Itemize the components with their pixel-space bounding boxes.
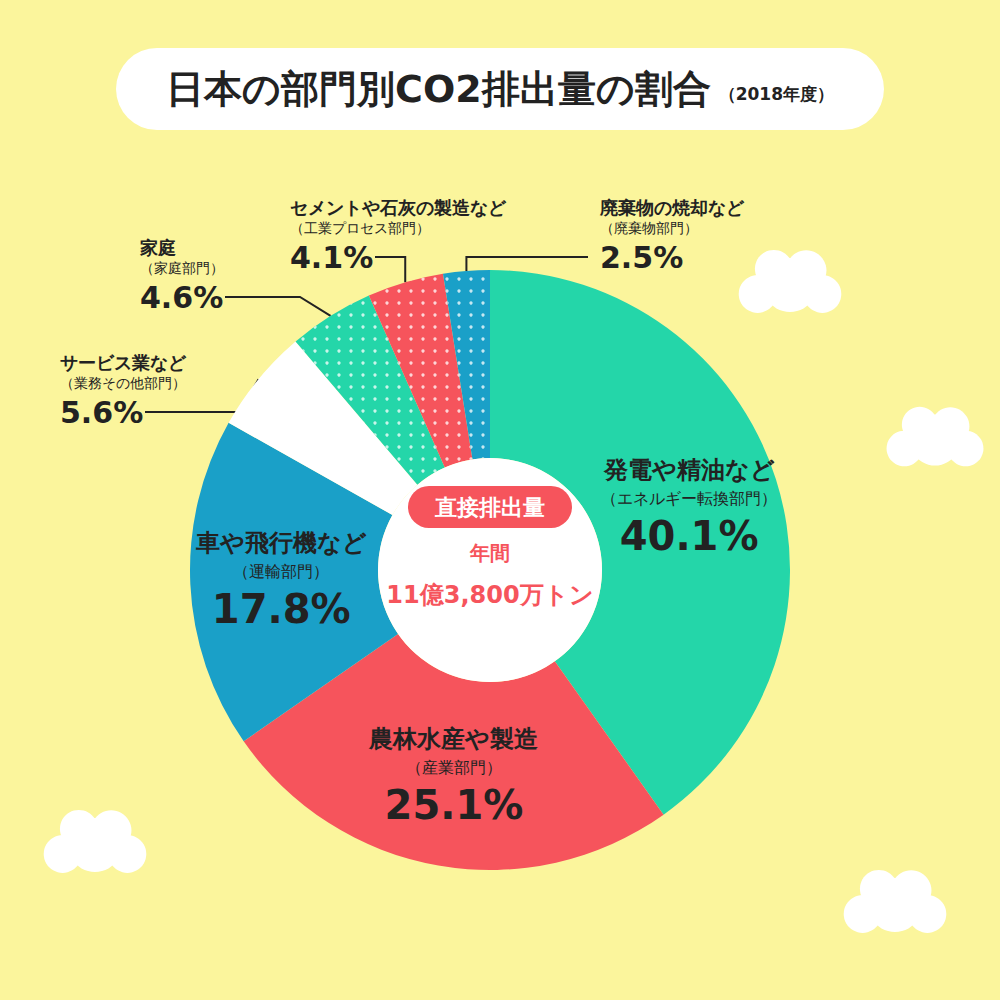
- svg-text:（工業プロセス部門）: （工業プロセス部門）: [290, 220, 430, 236]
- svg-text:40.1%: 40.1%: [620, 513, 759, 559]
- svg-text:（産業部門）: （産業部門）: [406, 758, 502, 777]
- svg-text:農林水産や製造: 農林水産や製造: [368, 725, 538, 753]
- svg-text:11億3,800万トン: 11億3,800万トン: [386, 581, 593, 609]
- svg-text:2.5%: 2.5%: [600, 240, 683, 275]
- svg-text:（業務その他部門）: （業務その他部門）: [60, 375, 186, 391]
- svg-text:（2018年度）: （2018年度）: [719, 84, 834, 104]
- svg-text:（家庭部門）: （家庭部門）: [140, 260, 224, 276]
- svg-text:4.6%: 4.6%: [140, 280, 223, 315]
- svg-text:車や飛行機など: 車や飛行機など: [195, 529, 367, 557]
- svg-text:4.1%: 4.1%: [290, 240, 373, 275]
- svg-text:サービス業など: サービス業など: [60, 352, 187, 373]
- svg-text:（エネルギー転換部門）: （エネルギー転換部門）: [601, 489, 777, 508]
- svg-text:17.8%: 17.8%: [212, 586, 351, 632]
- svg-text:（廃棄物部門）: （廃棄物部門）: [600, 220, 698, 236]
- svg-text:25.1%: 25.1%: [385, 782, 524, 828]
- svg-text:廃棄物の焼却など: 廃棄物の焼却など: [599, 197, 745, 218]
- svg-text:直接排出量: 直接排出量: [434, 495, 545, 520]
- svg-text:発電や精油など: 発電や精油など: [603, 456, 775, 484]
- svg-text:年間: 年間: [469, 541, 510, 565]
- svg-text:5.6%: 5.6%: [60, 395, 143, 430]
- svg-text:日本の部門別CO2排出量の割合: 日本の部門別CO2排出量の割合: [166, 67, 711, 111]
- svg-text:家庭: 家庭: [139, 237, 176, 258]
- svg-text:（運輸部門）: （運輸部門）: [233, 562, 329, 581]
- svg-text:セメントや石灰の製造など: セメントや石灰の製造など: [290, 197, 507, 218]
